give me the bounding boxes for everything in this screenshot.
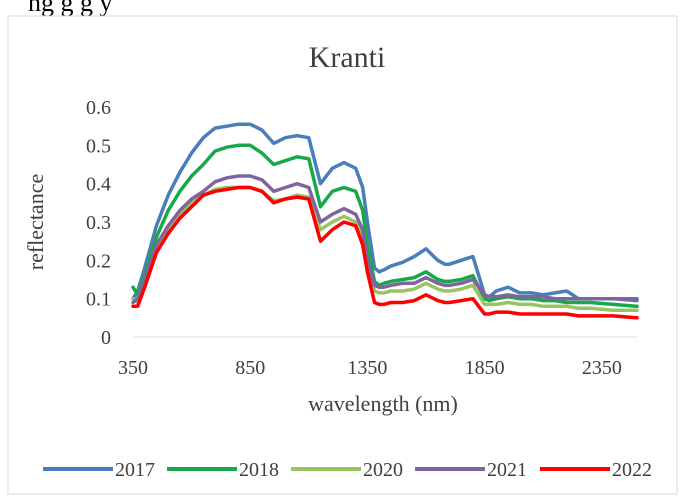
y-tick-label: 0.4 [86, 174, 111, 196]
series-line-2021 [131, 174, 639, 305]
y-tick-labels: 0 0.1 0.2 0.3 0.4 0.5 0.6 [86, 97, 111, 349]
y-tick-label: 0 [101, 327, 111, 349]
series-lines [131, 122, 639, 320]
legend-label-2018: 2018 [239, 459, 279, 481]
legend-label-2020: 2020 [363, 459, 403, 481]
x-axis-label: wavelength (nm) [308, 391, 458, 416]
cropped-caption: ng g g y [28, 0, 113, 16]
x-tick-label: 1350 [347, 357, 387, 379]
x-tick-label: 2350 [582, 357, 622, 379]
x-tick-label: 1850 [465, 357, 505, 379]
x-tick-label: 850 [235, 357, 265, 379]
y-tick-label: 0.5 [86, 135, 111, 157]
y-axis-label: reflectance [23, 174, 48, 270]
series-line-2018 [131, 143, 639, 309]
x-tick-labels: 350 850 1350 1850 2350 [118, 357, 622, 379]
legend-label-2022: 2022 [612, 459, 652, 481]
legend-label-2021: 2021 [487, 459, 527, 481]
y-tick-label: 0.3 [86, 212, 111, 234]
chart-area-border [7, 15, 678, 495]
series-line-2022 [131, 185, 639, 320]
y-tick-label: 0.1 [86, 289, 111, 311]
legend: 2017 2018 2020 2021 2022 [43, 459, 652, 481]
y-tick-label: 0.6 [86, 97, 111, 119]
x-tick-label: 350 [118, 357, 148, 379]
y-tick-label: 0.2 [86, 250, 111, 272]
legend-label-2017: 2017 [115, 459, 155, 481]
cropped-caption-text: ng g g y [0, 0, 684, 16]
chart-title: Kranti [309, 41, 386, 74]
series-line-2017 [131, 122, 639, 301]
